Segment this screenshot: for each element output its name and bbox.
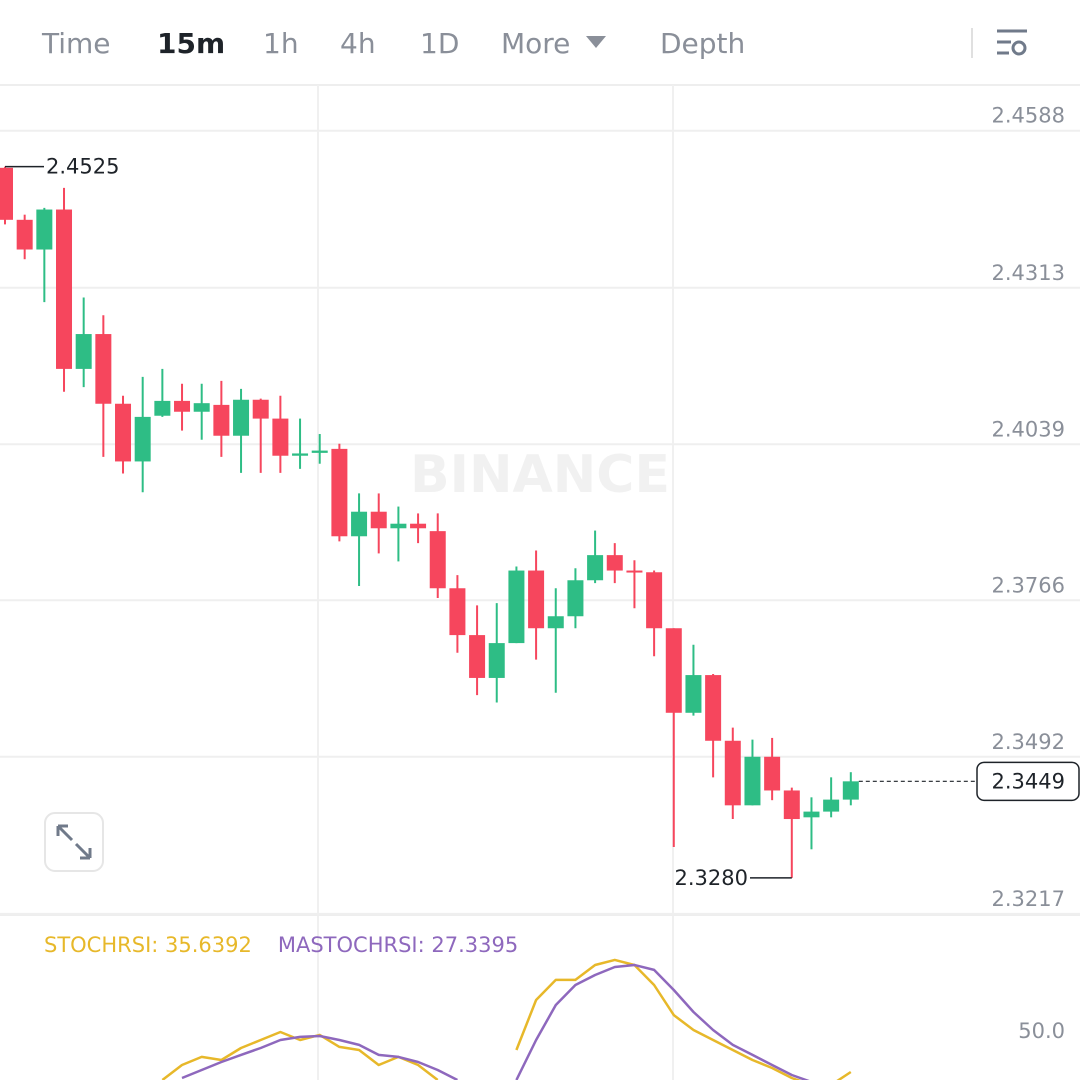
candle-body — [587, 555, 604, 581]
button-frame — [44, 812, 104, 872]
indicator-line — [161, 958, 852, 1080]
y-tick-label: 2.4039 — [992, 417, 1065, 441]
dropdown-arrow — [586, 36, 606, 48]
legend-entry: MASTOCHRSI: 27.3395 — [278, 933, 518, 957]
expand-icon — [56, 824, 92, 860]
candle-body — [685, 675, 702, 713]
high-label: 2.4525 — [46, 155, 119, 179]
candle-body — [665, 628, 682, 713]
candle-body — [410, 523, 427, 529]
candle-body — [16, 219, 33, 250]
low-label: 2.3280 — [675, 866, 748, 890]
legend-entry: STOCHRSI: 35.6392 — [44, 933, 252, 957]
candle-body — [95, 334, 112, 404]
candle-body — [469, 635, 486, 678]
candle-body — [75, 334, 92, 369]
y-tick-label: 2.3492 — [992, 730, 1065, 754]
candle-body — [174, 400, 191, 412]
candle-body — [193, 403, 210, 412]
candle-body — [272, 418, 289, 456]
tab[interactable]: 1h — [263, 27, 299, 60]
y-tick-label: 2.4313 — [992, 261, 1065, 285]
tab[interactable]: More — [501, 27, 570, 60]
candle-body — [233, 399, 250, 436]
indicator-line — [181, 963, 810, 1080]
candle-body — [115, 403, 132, 462]
candle-body — [803, 811, 820, 818]
candle-body — [56, 209, 73, 369]
candle-body — [390, 523, 407, 529]
candle-body — [311, 450, 328, 453]
candle-body — [429, 531, 446, 589]
candle-body — [213, 404, 230, 436]
y-tick-label: 50.0 — [1018, 1019, 1065, 1043]
candle-body — [646, 572, 663, 629]
candle-body — [823, 799, 840, 812]
tab[interactable]: 15m — [157, 27, 225, 60]
last-price-box — [976, 761, 1080, 802]
candle-body — [292, 453, 309, 456]
y-tick-label: 2.4588 — [992, 104, 1065, 128]
candle-body — [0, 167, 13, 220]
candle-body — [134, 416, 151, 462]
candle-body — [783, 790, 800, 820]
settings-icon[interactable] — [997, 29, 1027, 56]
candle-body — [606, 555, 623, 571]
candle-body — [154, 400, 171, 416]
candle-body — [842, 781, 859, 800]
candle-body — [488, 643, 505, 678]
candle-body — [449, 588, 466, 636]
tab[interactable]: 4h — [340, 27, 376, 60]
candle-body — [36, 209, 53, 250]
y-tick-label: 2.3217 — [992, 887, 1065, 911]
candle-body — [724, 740, 741, 806]
candle-body — [705, 675, 722, 741]
candle-body — [547, 616, 564, 629]
watermark: BINANCE — [410, 445, 670, 505]
candle-body — [567, 580, 584, 617]
tab[interactable]: Depth — [660, 27, 745, 60]
tab[interactable]: 1D — [420, 27, 459, 60]
candle-body — [252, 399, 269, 419]
candle-body — [370, 511, 387, 529]
candle-body — [508, 570, 525, 644]
y-tick-label: 2.3766 — [992, 573, 1065, 597]
expand-button[interactable] — [44, 812, 104, 872]
last-price-label: 2.3449 — [992, 769, 1065, 793]
candle-body — [528, 570, 545, 629]
candle-body — [626, 570, 643, 573]
tab[interactable]: Time — [41, 27, 111, 60]
candle-body — [744, 756, 761, 806]
candle-body — [764, 756, 781, 791]
candle-body — [331, 448, 348, 537]
candle-body — [351, 511, 368, 537]
icon-gear — [1011, 40, 1027, 56]
